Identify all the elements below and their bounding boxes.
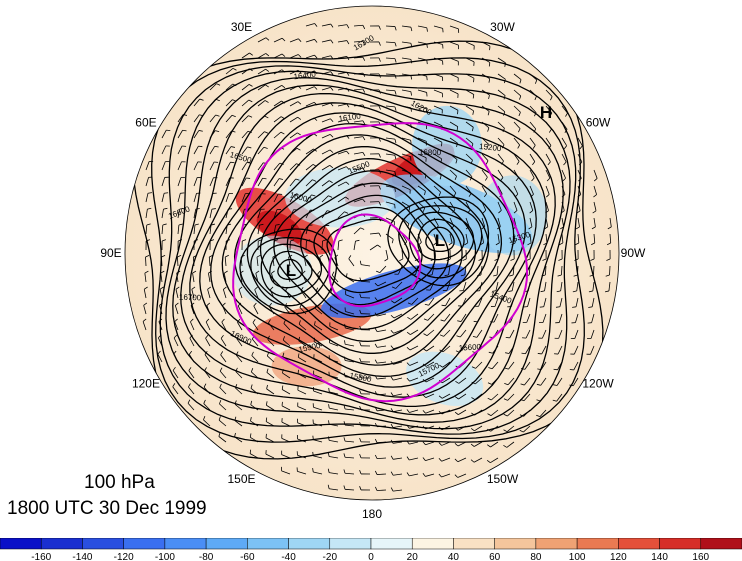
colorbar-tick-label: -60 xyxy=(240,552,255,561)
colorbar-box xyxy=(0,538,42,550)
colorbar-tick-label: -100 xyxy=(155,552,175,561)
colorbar-box xyxy=(411,538,454,550)
colorbar-box xyxy=(494,538,537,550)
colorbar-box xyxy=(618,538,660,550)
colorbar-box xyxy=(370,538,413,550)
longitude-label-180: 180 xyxy=(362,507,382,521)
time-caption: 1800 UTC 30 Dec 1999 xyxy=(7,498,207,519)
pressure-center-l: L xyxy=(286,261,296,280)
polar-stereographic-map: 030W60W90W120W150W180150E120E90E60E30E 1… xyxy=(100,5,646,521)
colorbar-tick-label: 0 xyxy=(368,552,374,561)
map-boundary xyxy=(124,5,620,501)
colorbar-box xyxy=(329,538,372,550)
colorbar-tick-label: 40 xyxy=(448,552,460,561)
contour-label: 15800 xyxy=(349,371,373,384)
longitude-label-30e: 30E xyxy=(231,20,252,34)
colorbar-box xyxy=(535,538,578,550)
colorbar-tick-label: 120 xyxy=(610,552,627,561)
colorbar-box xyxy=(576,538,619,550)
level-caption: 100 hPa xyxy=(84,472,155,493)
colorbar-tick-label: -20 xyxy=(323,552,338,561)
colorbar-tick-label: 140 xyxy=(651,552,668,561)
contour-label: 16800 xyxy=(419,148,442,157)
contour-label: 16100 xyxy=(338,111,362,123)
pressure-center-h: H xyxy=(540,103,552,122)
colorbar-tick-label: -40 xyxy=(281,552,296,561)
colorbar-box xyxy=(247,538,289,550)
colorbar-tick-label: 60 xyxy=(489,552,501,561)
colorbar: -160 -140 -120 -100 -80 -60 -40 -20 0 20 40 60 80 100… xyxy=(0,538,742,561)
colorbar-box xyxy=(123,538,166,550)
contour-label: 16700 xyxy=(179,293,202,303)
colorbar-tick-label: -120 xyxy=(114,552,134,561)
pressure-center-l: L xyxy=(435,231,445,250)
colorbar-box xyxy=(659,538,702,550)
magenta-rings xyxy=(232,122,529,403)
longitude-label-120w: 120W xyxy=(582,377,614,391)
longitude-label-120e: 120E xyxy=(132,377,160,391)
height-contours xyxy=(132,40,604,460)
longitude-label-150e: 150E xyxy=(227,472,255,486)
colorbar-box xyxy=(40,538,83,550)
longitude-labels: 030W60W90W120W150W180150E120E90E60E30E xyxy=(100,20,646,521)
pressure-centers: L L H xyxy=(286,103,552,280)
colorbar-box xyxy=(164,538,207,550)
colorbar-tick-label: 160 xyxy=(692,552,709,561)
colorbar-tick-label: -140 xyxy=(72,552,92,561)
colorbar-tick-label: 100 xyxy=(569,552,586,561)
colorbar-tick-label: -80 xyxy=(199,552,214,561)
contour-label: 15200 xyxy=(479,142,503,153)
longitude-label-60e: 60E xyxy=(135,116,156,130)
shaded-field xyxy=(125,6,619,500)
contour-label: 15600 xyxy=(459,342,482,352)
contour-label: 16400 xyxy=(293,70,317,82)
colorbar-tick-label: -160 xyxy=(31,552,51,561)
colorbar-tick-label: 20 xyxy=(407,552,419,561)
colorbar-box xyxy=(453,538,495,550)
longitude-label-60w: 60W xyxy=(586,116,611,130)
longitude-label-30w: 30W xyxy=(490,20,515,34)
longitude-label-150w: 150W xyxy=(487,472,519,486)
colorbar-box xyxy=(288,538,331,550)
colorbar-box xyxy=(700,538,742,550)
longitude-label-90w: 90W xyxy=(621,246,646,260)
colorbar-box xyxy=(205,538,248,550)
colorbar-tick-label: 80 xyxy=(530,552,542,561)
colorbar-box xyxy=(82,538,124,550)
longitude-label-90e: 90E xyxy=(100,246,121,260)
